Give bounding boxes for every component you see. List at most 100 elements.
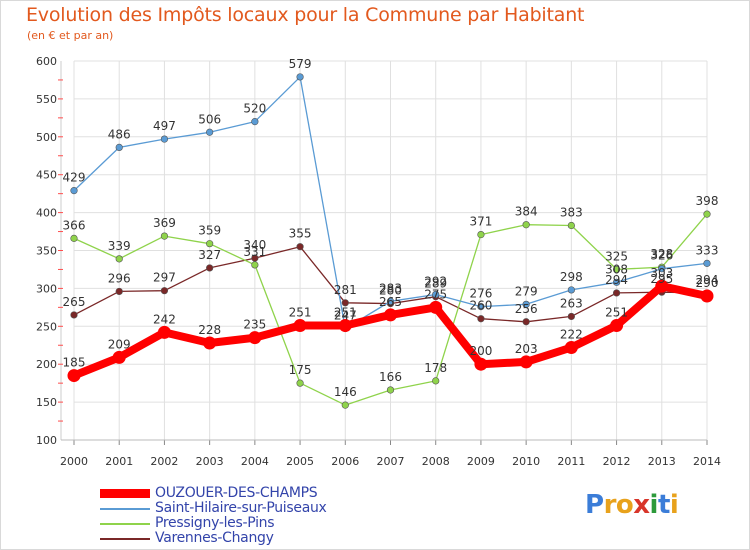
y-tick-label: 200	[36, 358, 57, 371]
x-tick-label: 2004	[241, 455, 269, 468]
data-label: 520	[243, 102, 266, 116]
data-point	[251, 261, 259, 269]
data-label: 166	[379, 370, 402, 384]
data-point	[700, 289, 714, 303]
data-label: 203	[515, 342, 538, 356]
data-point	[658, 265, 666, 273]
legend-swatch	[100, 523, 150, 525]
data-label: 175	[289, 363, 312, 377]
data-point	[296, 379, 304, 387]
data-point	[251, 118, 259, 126]
data-label: 228	[198, 323, 221, 337]
data-point	[703, 259, 711, 267]
data-point	[160, 232, 169, 240]
y-tick-label: 550	[36, 93, 57, 106]
data-point	[115, 287, 123, 296]
data-label: 359	[198, 224, 221, 238]
logo-letter: t	[657, 490, 670, 520]
data-point	[429, 300, 443, 314]
data-label: 327	[198, 248, 221, 262]
data-label: 279	[515, 284, 538, 298]
data-point	[703, 210, 711, 218]
legend-label: OUZOUER-DES-CHAMPS	[155, 485, 318, 501]
data-point	[203, 336, 217, 350]
data-label: 308	[605, 262, 628, 276]
data-label: 178	[424, 361, 447, 375]
data-point	[610, 319, 624, 333]
x-tick-label: 2006	[331, 455, 359, 468]
data-point	[477, 315, 485, 323]
data-label: 325	[605, 249, 628, 263]
data-point	[157, 325, 171, 339]
y-tick-label: 300	[36, 282, 57, 295]
data-point	[115, 143, 123, 152]
y-tick-label: 150	[36, 396, 57, 409]
data-point	[477, 302, 485, 311]
data-label: 209	[108, 337, 131, 351]
logo-letter: P	[585, 490, 604, 520]
data-point	[477, 230, 485, 239]
data-label: 276	[469, 287, 492, 301]
data-point	[386, 297, 395, 305]
x-tick-label: 2001	[105, 455, 133, 468]
data-label: 384	[515, 205, 538, 219]
data-point	[206, 128, 214, 136]
data-point	[655, 279, 669, 293]
legend-label: Saint-Hilaire-sur-Puiseaux	[155, 500, 327, 516]
data-point	[248, 331, 262, 345]
data-label: 294	[605, 273, 628, 287]
data-label: 200	[469, 344, 492, 358]
data-label: 339	[108, 239, 131, 253]
data-label: 263	[560, 296, 583, 310]
data-label: 398	[696, 194, 719, 208]
data-label: 265	[63, 295, 86, 309]
data-label: 295	[650, 272, 673, 286]
data-label: 579	[289, 57, 312, 71]
data-point	[386, 386, 395, 394]
data-label: 486	[108, 127, 131, 141]
data-label: 146	[334, 385, 357, 399]
data-label: 247	[334, 309, 357, 323]
data-label: 251	[605, 306, 628, 320]
data-label: 303	[650, 266, 673, 280]
data-label: 328	[650, 247, 673, 261]
data-point	[432, 377, 440, 385]
data-point	[338, 319, 352, 333]
x-tick-label: 2013	[648, 455, 676, 468]
series-lines	[67, 73, 714, 409]
data-label: 222	[560, 328, 583, 342]
data-label: 298	[560, 270, 583, 284]
logo-letter: x	[633, 490, 650, 520]
y-tick-label: 400	[36, 207, 57, 220]
data-label: 251	[289, 306, 312, 320]
data-point	[567, 312, 575, 321]
data-point	[115, 255, 123, 263]
y-tick-label: 350	[36, 245, 57, 258]
proxiti-logo: Proxiti	[585, 490, 679, 520]
x-tick-label: 2010	[512, 455, 540, 468]
data-label: 326	[650, 249, 673, 263]
legend-swatch	[100, 489, 150, 498]
data-point	[474, 357, 488, 371]
data-point	[67, 369, 81, 383]
x-tick-label: 2005	[286, 455, 314, 468]
data-label: 369	[153, 216, 176, 230]
data-point	[567, 221, 575, 230]
chart-title: Evolution des Impôts locaux pour la Comm…	[26, 4, 585, 26]
data-point	[70, 311, 78, 319]
data-point	[206, 264, 214, 272]
axes: 100 150 200 250 300 350 400 450 500 550 600 2000 200…	[36, 55, 721, 468]
data-label: 185	[63, 356, 86, 370]
data-point	[567, 286, 575, 294]
data-point	[160, 287, 169, 295]
data-label: 281	[334, 283, 357, 297]
data-point	[432, 290, 440, 299]
x-tick-label: 2009	[467, 455, 495, 468]
logo-letter: o	[615, 490, 634, 520]
data-point	[519, 355, 533, 369]
y-tick-label: 250	[36, 320, 57, 333]
legend-swatch	[100, 508, 150, 510]
data-label: 366	[63, 218, 86, 232]
